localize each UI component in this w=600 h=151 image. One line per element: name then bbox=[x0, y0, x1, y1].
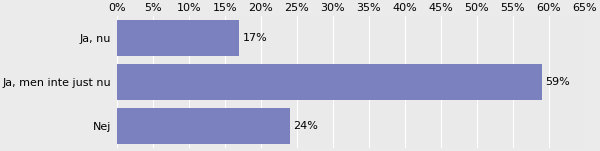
Text: 24%: 24% bbox=[293, 121, 318, 131]
Bar bbox=[117, 19, 239, 56]
Bar bbox=[117, 108, 290, 144]
Text: 59%: 59% bbox=[545, 77, 570, 87]
Bar bbox=[117, 64, 542, 100]
Text: 17%: 17% bbox=[243, 33, 268, 43]
